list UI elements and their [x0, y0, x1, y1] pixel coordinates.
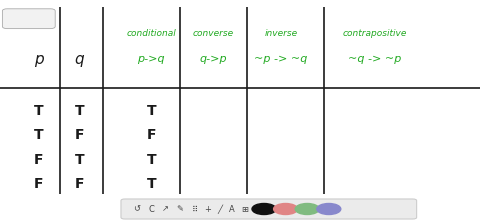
FancyBboxPatch shape [121, 199, 417, 219]
Text: T: T [146, 177, 156, 191]
Text: q: q [74, 52, 84, 67]
Text: F: F [74, 128, 84, 142]
Text: A: A [228, 205, 234, 213]
Text: ↺: ↺ [133, 205, 140, 213]
Circle shape [274, 204, 298, 214]
Text: T: T [34, 128, 43, 142]
FancyBboxPatch shape [2, 9, 55, 29]
Text: F: F [34, 177, 43, 191]
Circle shape [317, 204, 341, 214]
Circle shape [295, 204, 319, 214]
Text: q->p: q->p [200, 54, 228, 64]
Circle shape [252, 204, 276, 214]
Text: F: F [74, 177, 84, 191]
Text: p->q: p->q [137, 54, 165, 64]
Text: ⊞: ⊞ [241, 205, 248, 213]
Text: ⠿: ⠿ [192, 205, 197, 213]
Text: +: + [204, 205, 211, 213]
Text: T: T [74, 152, 84, 167]
Text: T: T [34, 104, 43, 118]
Text: F: F [146, 128, 156, 142]
Text: ╱: ╱ [217, 204, 222, 214]
Text: ✎: ✎ [177, 205, 183, 213]
Text: ~p -> ~q: ~p -> ~q [254, 54, 308, 64]
Text: p: p [34, 52, 43, 67]
Text: T: T [146, 104, 156, 118]
Text: ↗: ↗ [162, 205, 169, 213]
Text: T: T [146, 152, 156, 167]
Text: F: F [34, 152, 43, 167]
Text: contrapositive: contrapositive [342, 29, 407, 37]
Text: ~q -> ~p: ~q -> ~p [348, 54, 401, 64]
Text: inverse: inverse [264, 29, 298, 37]
Text: converse: converse [193, 29, 234, 37]
Text: conditional: conditional [126, 29, 176, 37]
Text: T: T [74, 104, 84, 118]
Text: C: C [148, 205, 154, 213]
